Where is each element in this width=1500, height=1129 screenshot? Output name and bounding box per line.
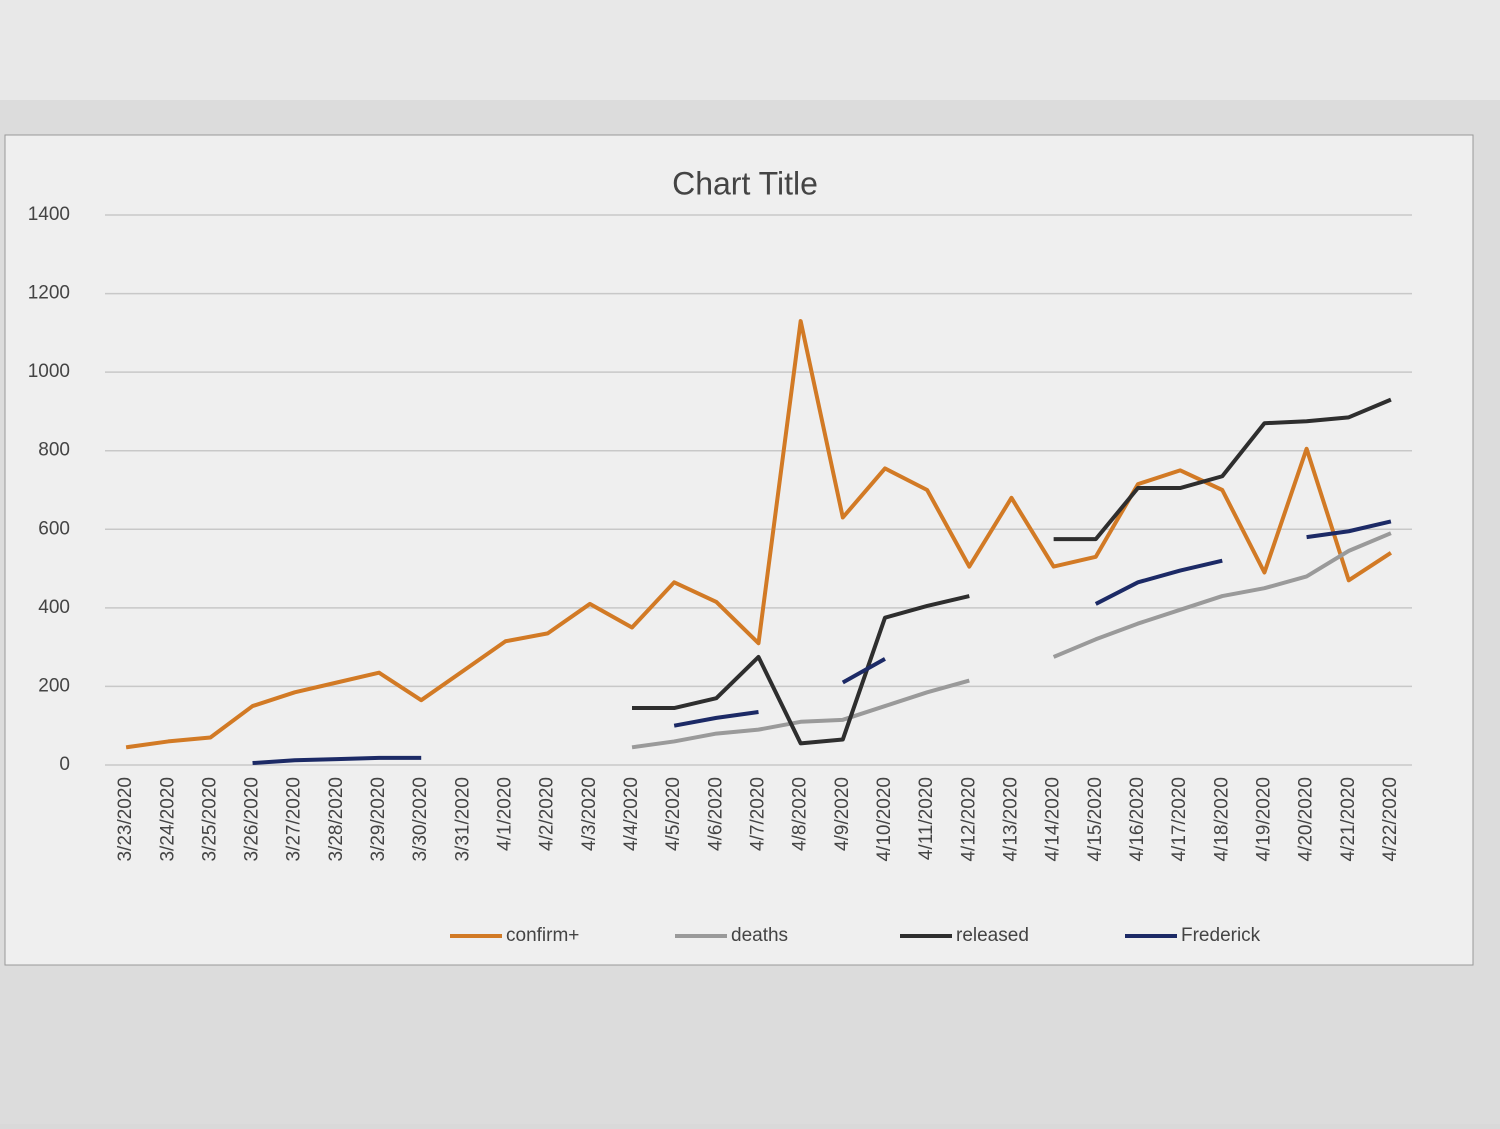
legend-label: confirm+	[506, 925, 579, 946]
y-tick-label: 1200	[28, 283, 70, 304]
series-line	[631, 678, 970, 750]
x-tick-label: 3/26/2020	[242, 777, 263, 862]
x-tick-label: 4/1/2020	[495, 777, 516, 851]
x-tick-label: 4/14/2020	[1043, 777, 1064, 862]
x-tick-label: 3/29/2020	[368, 777, 389, 862]
y-tick-label: 1400	[28, 204, 70, 225]
series-line	[125, 319, 1393, 750]
x-tick-label: 4/15/2020	[1085, 777, 1106, 862]
series-line	[841, 657, 886, 685]
sheet-header	[0, 0, 1500, 100]
x-tick-label: 4/19/2020	[1253, 777, 1274, 862]
x-tick-label: 4/9/2020	[832, 777, 853, 851]
x-tick-label: 4/7/2020	[748, 777, 769, 851]
series-line	[1052, 531, 1392, 659]
legend-label: released	[956, 925, 1029, 946]
x-tick-label: 4/18/2020	[1211, 777, 1232, 862]
x-tick-label: 4/13/2020	[1000, 777, 1021, 862]
x-tick-label: 4/10/2020	[874, 777, 895, 862]
x-tick-label: 3/28/2020	[326, 777, 347, 862]
y-tick-label: 600	[38, 518, 70, 539]
series-line	[1053, 397, 1392, 542]
y-tick-label: 1000	[28, 361, 70, 382]
x-tick-label: 3/27/2020	[284, 777, 305, 862]
x-tick-label: 4/3/2020	[579, 777, 600, 851]
x-tick-label: 3/23/2020	[115, 777, 136, 862]
y-tick-label: 800	[38, 440, 70, 461]
x-tick-label: 3/25/2020	[199, 777, 220, 862]
series-line	[1306, 519, 1392, 540]
x-tick-label: 4/21/2020	[1338, 777, 1359, 862]
series-line	[1094, 558, 1223, 606]
x-tick-label: 4/12/2020	[958, 777, 979, 862]
series-line	[673, 709, 759, 728]
x-tick-label: 4/5/2020	[663, 777, 684, 851]
series-line	[632, 594, 970, 746]
x-tick-label: 4/20/2020	[1296, 777, 1317, 862]
x-tick-label: 4/17/2020	[1169, 777, 1190, 862]
x-tick-label: 3/31/2020	[452, 777, 473, 862]
legend-label: deaths	[731, 925, 788, 946]
x-tick-label: 4/2/2020	[537, 777, 558, 851]
x-tick-label: 4/11/2020	[916, 777, 937, 860]
y-tick-label: 0	[59, 754, 70, 775]
x-tick-label: 4/8/2020	[790, 777, 811, 851]
chart-title: Chart Title	[672, 165, 818, 201]
y-tick-label: 200	[38, 675, 70, 696]
x-tick-label: 4/4/2020	[621, 777, 642, 851]
x-tick-label: 4/22/2020	[1380, 777, 1401, 862]
x-tick-label: 4/16/2020	[1127, 777, 1148, 862]
y-tick-label: 400	[38, 597, 70, 618]
x-tick-label: 3/24/2020	[157, 777, 178, 862]
legend-label: Frederick	[1181, 925, 1261, 946]
x-tick-label: 4/6/2020	[705, 777, 726, 851]
chart-area[interactable]	[4, 134, 1474, 966]
series-line	[252, 755, 422, 766]
x-tick-label: 3/30/2020	[410, 777, 431, 862]
